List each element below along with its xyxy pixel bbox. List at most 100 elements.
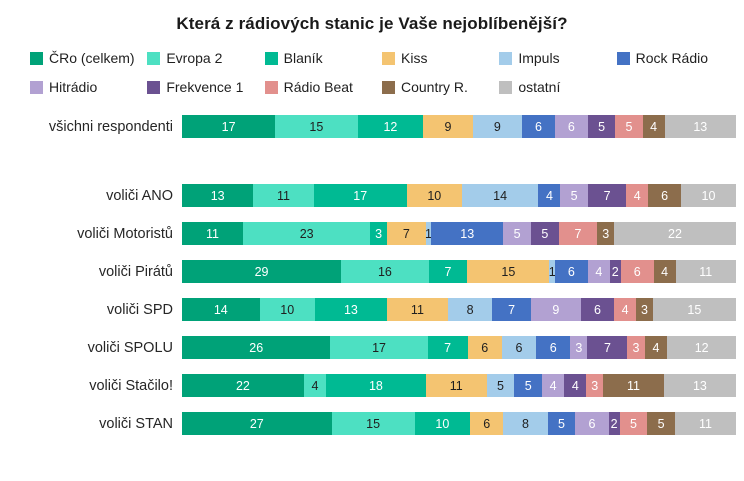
bar-row: voliči Pirátů 29 16 7 15 1 6 4 2 6 4 11 <box>0 260 736 283</box>
category-label: voliči STAN <box>99 415 173 432</box>
radio-popularity-chart: Která z rádiových stanic je Vaše nejoblí… <box>0 14 744 435</box>
bar-row: voliči Motoristů 11 23 3 7 1 13 5 5 7 3 22 <box>0 222 736 245</box>
legend-label: Evropa 2 <box>166 50 223 66</box>
bar-segment: 3 <box>627 336 645 359</box>
category-label: voliči Pirátů <box>98 263 173 280</box>
legend-swatch <box>264 51 278 65</box>
bar-segment: 10 <box>414 412 471 435</box>
category-label: voliči SPD <box>106 301 173 318</box>
legend-item: Country R. <box>382 79 499 95</box>
bar-segment: 6 <box>620 260 654 283</box>
legend-swatch <box>30 80 43 94</box>
legend-item: Evropa 2 <box>147 50 264 66</box>
bar-segment: 17 <box>182 115 276 138</box>
legend: ČRo (celkem) Evropa 2 Blaník Kiss Impuls Rock… <box>30 50 734 95</box>
bar-segment: 6 <box>575 412 609 435</box>
bar-segment: 6 <box>554 115 588 138</box>
bar-segment: 11 <box>602 374 664 397</box>
category-label: voliči Motoristů <box>77 225 173 242</box>
bar-segment: 5 <box>503 222 531 245</box>
bar-segment: 8 <box>503 412 548 435</box>
category-label: voliči SPOLU <box>87 339 173 356</box>
bar-segment: 3 <box>636 298 653 321</box>
legend-swatch <box>499 80 513 94</box>
bar-segment: 3 <box>586 374 603 397</box>
bar-segment: 4 <box>644 336 668 359</box>
bar-segment: 4 <box>538 184 561 207</box>
bar-segment: 9 <box>530 298 581 321</box>
bar-segment: 5 <box>530 222 559 245</box>
legend-item: Blaník <box>264 50 382 66</box>
bar-segment: 12 <box>667 336 736 359</box>
stacked-bar: 14 10 13 11 8 7 9 6 4 3 15 <box>182 298 736 321</box>
bar-segment: 17 <box>330 336 428 359</box>
bar-segment: 13 <box>663 374 736 397</box>
legend-label: Hitrádio <box>49 79 98 95</box>
bar-segment: 4 <box>653 260 676 283</box>
bar-segment: 6 <box>536 336 571 359</box>
bar-segment: 15 <box>331 412 415 435</box>
bar-segment: 15 <box>652 298 736 321</box>
bar-segment: 6 <box>470 412 504 435</box>
bar-segment: 7 <box>558 222 598 245</box>
bar-segment: 10 <box>681 184 736 207</box>
stacked-bar: 11 23 3 7 1 13 5 5 7 3 22 <box>182 222 736 245</box>
legend-item: Impuls <box>499 50 616 66</box>
bar-segment: 11 <box>253 184 314 207</box>
bar-segment: 5 <box>615 115 643 138</box>
legend-item: Rádio Beat <box>264 79 382 95</box>
bar-segment: 5 <box>560 184 588 207</box>
stacked-bar: 27 15 10 6 8 5 6 2 5 5 11 <box>182 412 736 435</box>
bar-rows: všichni respondenti 17 15 12 9 9 6 6 5 5 4 13 voliči… <box>0 115 744 435</box>
bar-segment: 15 <box>467 260 550 283</box>
legend-item: ostatní <box>499 79 616 95</box>
bar-segment: 1 <box>549 260 556 283</box>
legend-item: Hitrádio <box>30 79 147 95</box>
bar-segment: 3 <box>370 222 387 245</box>
bar-row: voliči STAN 27 15 10 6 8 5 6 2 5 5 11 <box>0 412 736 435</box>
bar-segment: 14 <box>461 184 539 207</box>
bar-segment: 5 <box>619 412 648 435</box>
legend-label: Country R. <box>401 79 468 95</box>
category-label: voliči ANO <box>106 187 173 204</box>
bar-segment: 7 <box>492 298 531 321</box>
bar-segment: 10 <box>259 298 315 321</box>
bar-segment: 6 <box>467 336 502 359</box>
bar-segment: 11 <box>674 412 736 435</box>
legend-swatch <box>264 80 278 94</box>
bar-segment: 6 <box>648 184 682 207</box>
bar-row: voliči Stačilo! 22 4 18 11 5 5 4 4 3 11 13 <box>0 374 736 397</box>
bar-segment: 3 <box>597 222 615 245</box>
bar-segment: 11 <box>182 222 243 245</box>
legend-item: ČRo (celkem) <box>30 50 147 66</box>
bar-segment: 12 <box>357 115 424 138</box>
stacked-bar: 13 11 17 10 14 4 5 7 4 6 10 <box>182 184 736 207</box>
bar-segment: 6 <box>501 336 537 359</box>
bar-segment: 27 <box>182 412 332 435</box>
legend-label: Kiss <box>401 50 428 66</box>
bar-segment: 13 <box>314 298 387 321</box>
stacked-bar: 26 17 7 6 6 6 3 7 3 4 12 <box>182 336 736 359</box>
bar-segment: 5 <box>547 412 576 435</box>
category-label: voliči Stačilo! <box>89 377 173 394</box>
bar-segment: 4 <box>303 374 327 397</box>
legend-label: ČRo (celkem) <box>49 50 135 66</box>
legend-label: Rádio Beat <box>283 79 353 95</box>
bar-segment: 22 <box>614 222 736 245</box>
bar-segment: 5 <box>647 412 675 435</box>
legend-item: Kiss <box>382 50 499 66</box>
legend-swatch <box>30 51 43 65</box>
bar-segment: 2 <box>609 260 621 283</box>
bar-segment: 11 <box>675 260 736 283</box>
bar-segment: 4 <box>614 298 637 321</box>
bar-segment: 7 <box>587 184 627 207</box>
bar-segment: 22 <box>182 374 304 397</box>
bar-row: všichni respondenti 17 15 12 9 9 6 6 5 5 4 13 <box>0 115 736 138</box>
bar-segment: 23 <box>242 222 371 245</box>
bar-segment: 18 <box>326 374 426 397</box>
stacked-bar: 22 4 18 11 5 5 4 4 3 11 13 <box>182 374 736 397</box>
stacked-bar: 29 16 7 15 1 6 4 2 6 4 11 <box>182 260 736 283</box>
bar-segment: 13 <box>182 184 254 207</box>
chart-title: Která z rádiových stanic je Vaše nejoblí… <box>176 14 568 33</box>
bar-row: voliči ANO 13 11 17 10 14 4 5 7 4 6 10 <box>0 184 736 207</box>
